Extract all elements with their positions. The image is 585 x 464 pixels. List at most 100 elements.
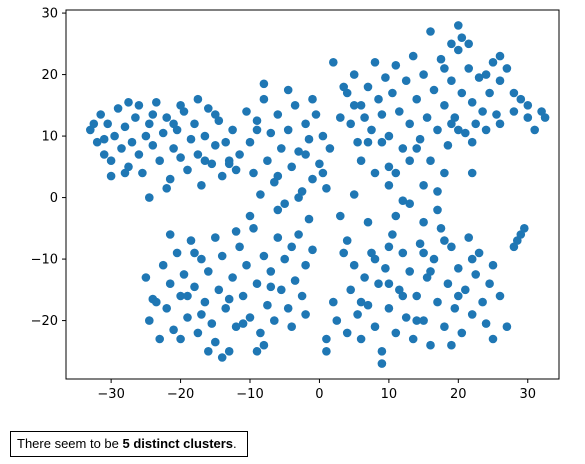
data-point-89: [252, 125, 262, 135]
data-point-148: [190, 248, 199, 258]
data-point-219: [339, 248, 349, 258]
data-point-228: [467, 254, 477, 264]
data-point-14: [138, 168, 147, 178]
data-point-9: [120, 122, 130, 132]
data-point-299: [377, 137, 387, 147]
data-point-256: [415, 134, 425, 144]
data-point-229: [329, 297, 338, 307]
data-point-270: [464, 64, 474, 73]
data-point-41: [231, 165, 241, 175]
data-point-277: [488, 58, 498, 67]
data-point-279: [495, 76, 505, 85]
data-point-253: [405, 119, 415, 129]
data-point-160: [346, 285, 356, 295]
data-point-186: [436, 224, 446, 233]
y-axis: −20 −10 0 10 20 30: [31, 7, 66, 329]
x-tick-label: −10: [236, 387, 263, 402]
data-point-308: [467, 168, 477, 178]
data-point-224: [412, 316, 422, 325]
data-point-43: [120, 168, 130, 178]
data-point-293: [509, 88, 519, 98]
x-tick-label: 30: [519, 387, 536, 402]
data-point-271: [467, 98, 477, 107]
data-point-140: [152, 297, 161, 307]
data-point-159: [342, 236, 352, 245]
data-point-249: [391, 61, 401, 70]
data-point-215: [391, 211, 401, 221]
data-point-222: [384, 279, 394, 289]
data-point-109: [204, 267, 213, 276]
data-point-168: [374, 279, 383, 289]
data-point-4: [103, 119, 112, 129]
data-point-167: [370, 322, 380, 332]
data-point-52: [235, 150, 244, 159]
data-point-88: [318, 168, 328, 178]
data-point-90: [283, 85, 293, 95]
data-point-1: [92, 137, 102, 147]
data-point-237: [349, 70, 359, 79]
data-point-49: [193, 94, 203, 104]
data-point-29: [190, 119, 199, 129]
data-point-117: [231, 322, 241, 332]
data-point-40: [228, 125, 237, 135]
data-point-214: [377, 359, 387, 368]
data-point-44: [89, 119, 99, 129]
scatter-points: [86, 21, 550, 368]
data-point-71: [287, 162, 297, 172]
data-point-221: [370, 254, 380, 264]
data-point-97: [162, 304, 171, 313]
data-point-202: [495, 291, 505, 301]
data-point-211: [336, 211, 345, 221]
data-point-128: [270, 316, 279, 325]
data-point-34: [207, 159, 217, 169]
data-point-146: [259, 340, 269, 350]
data-point-147: [273, 205, 283, 215]
data-point-8: [117, 144, 126, 153]
data-point-136: [297, 291, 307, 301]
data-point-281: [509, 107, 519, 116]
data-point-45: [134, 101, 144, 110]
data-point-99: [169, 325, 178, 335]
data-point-38: [221, 137, 230, 147]
data-point-85: [273, 171, 283, 181]
summary-caption: There seem to be 5 distinct clusters.: [10, 431, 248, 457]
data-point-254: [408, 51, 418, 61]
data-point-259: [426, 27, 435, 36]
data-point-106: [193, 328, 203, 338]
data-point-77: [308, 174, 317, 184]
data-point-300: [384, 162, 394, 172]
data-point-63: [259, 94, 269, 104]
data-point-164: [360, 273, 369, 282]
data-point-287: [454, 21, 463, 30]
data-point-194: [464, 233, 474, 242]
data-point-138: [304, 214, 314, 224]
data-point-79: [315, 159, 324, 169]
data-point-75: [301, 119, 310, 129]
data-point-268: [457, 88, 467, 98]
data-point-210: [332, 316, 342, 325]
data-point-59: [245, 137, 255, 147]
data-point-183: [426, 340, 435, 350]
data-point-157: [287, 322, 297, 332]
data-point-284: [530, 125, 539, 135]
data-point-306: [426, 156, 435, 165]
data-point-72: [290, 101, 300, 110]
data-point-226: [440, 236, 449, 245]
data-point-264: [443, 141, 453, 150]
data-point-50: [211, 110, 220, 119]
data-point-27: [183, 165, 192, 175]
data-point-170: [381, 264, 390, 273]
data-point-67: [273, 110, 283, 119]
data-point-111: [211, 233, 220, 242]
data-point-258: [422, 113, 432, 122]
data-point-143: [217, 353, 227, 362]
data-point-54: [124, 98, 133, 107]
data-point-290: [457, 33, 467, 42]
data-point-83: [329, 58, 338, 67]
data-point-30: [193, 150, 203, 159]
data-point-126: [263, 300, 272, 310]
data-point-69: [280, 199, 290, 208]
data-point-73: [294, 147, 303, 156]
data-point-82: [325, 144, 335, 153]
data-point-7: [113, 104, 123, 113]
